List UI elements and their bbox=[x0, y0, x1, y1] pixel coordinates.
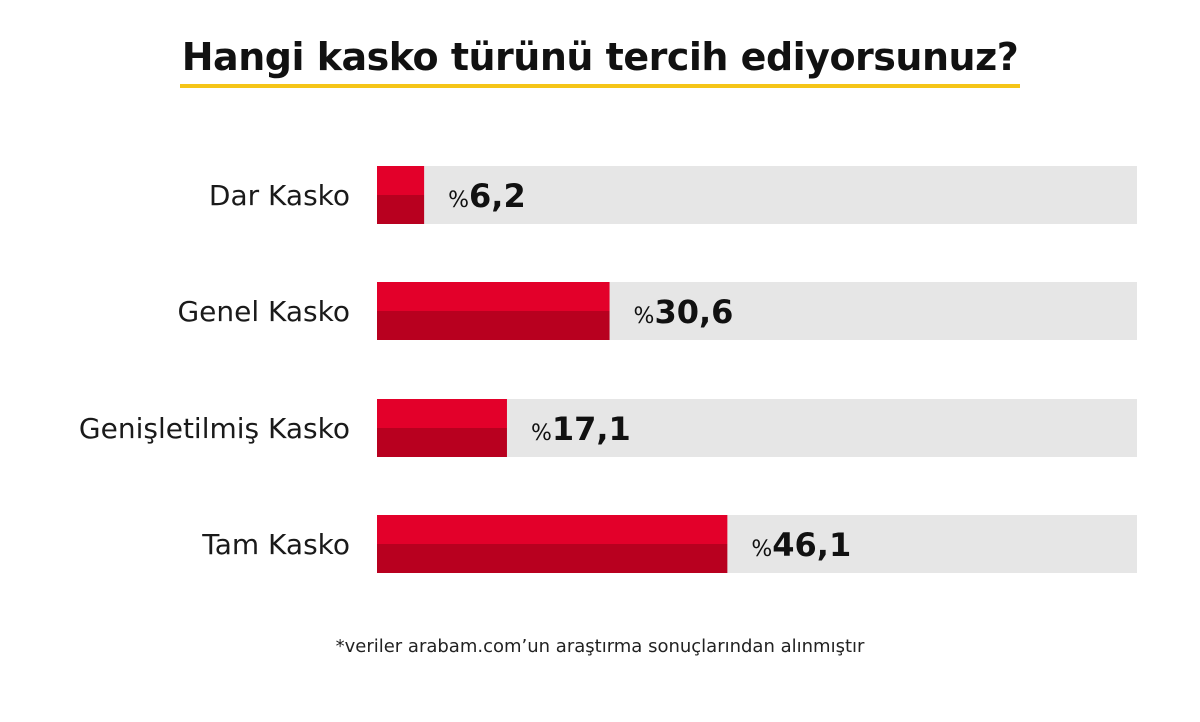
bar bbox=[377, 166, 425, 224]
value-prefix: % bbox=[448, 188, 469, 213]
category-label: Genişletilmiş Kasko bbox=[79, 412, 350, 445]
category-label: Tam Kasko bbox=[201, 528, 350, 561]
bar-row: Dar Kasko %6,2 bbox=[209, 166, 1137, 224]
value-prefix: % bbox=[634, 304, 655, 329]
value-prefix: % bbox=[751, 537, 772, 562]
bar-row: Genişletilmiş Kasko %17,1 bbox=[79, 399, 1137, 457]
bar-top-half bbox=[377, 282, 610, 311]
bar-top-half bbox=[377, 515, 728, 544]
bar bbox=[377, 399, 507, 457]
bar-track bbox=[377, 166, 1137, 224]
value-label: %30,6 bbox=[634, 293, 734, 331]
source-footnote: *veriler arabam.com’un araştırma sonuçla… bbox=[335, 636, 865, 657]
value-prefix: % bbox=[531, 421, 552, 446]
value-label: %6,2 bbox=[448, 177, 526, 215]
bar bbox=[377, 282, 610, 340]
title-wrapper: Hangi kasko türünü tercih ediyorsunuz? bbox=[0, 34, 1200, 88]
value-number: 17,1 bbox=[552, 410, 631, 448]
bar-bottom-half bbox=[377, 311, 610, 340]
bar-bottom-half bbox=[377, 195, 425, 224]
bar-bottom-half bbox=[377, 544, 728, 573]
bar-row: Tam Kasko %46,1 bbox=[201, 515, 1137, 573]
category-label: Genel Kasko bbox=[177, 295, 350, 328]
chart-title: Hangi kasko türünü tercih ediyorsunuz? bbox=[179, 34, 1021, 88]
bar-top-half bbox=[377, 399, 507, 428]
bar-bottom-half bbox=[377, 428, 507, 457]
value-label: %17,1 bbox=[531, 410, 631, 448]
value-number: 6,2 bbox=[469, 177, 526, 215]
bar-row: Genel Kasko %30,6 bbox=[177, 282, 1137, 340]
value-number: 46,1 bbox=[772, 526, 851, 564]
value-label: %46,1 bbox=[751, 526, 851, 564]
category-label: Dar Kasko bbox=[209, 179, 350, 212]
value-number: 30,6 bbox=[654, 293, 733, 331]
bar bbox=[377, 515, 728, 573]
bar-top-half bbox=[377, 166, 425, 195]
